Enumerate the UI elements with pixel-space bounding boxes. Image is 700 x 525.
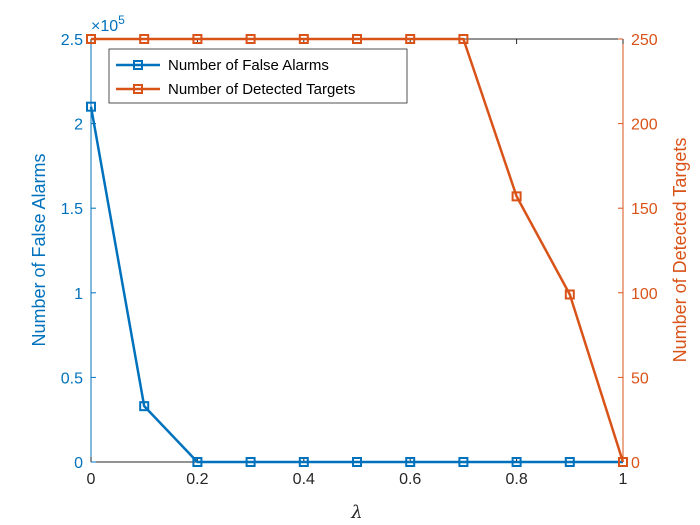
data-point-false-alarms: [511, 457, 522, 467]
series-line-detected-targets: [91, 37, 625, 463]
data-point-false-alarms: [564, 457, 575, 467]
legend-label-detected-targets: Number of Detected Targets: [168, 81, 355, 98]
legend-label-false-alarms: Number of False Alarms: [168, 57, 329, 74]
data-point-false-alarms: [245, 457, 256, 467]
legend-marker-false-alarms: [133, 60, 143, 70]
data-point-detected-targets: [139, 34, 150, 44]
y-right-tick-label: 200: [631, 117, 658, 134]
series-line-false-alarms: [89, 106, 623, 464]
data-point-false-alarms: [192, 457, 203, 467]
data-point-detected-targets: [458, 34, 469, 44]
y-right-axis-label: Number of Detected Targets: [670, 138, 690, 363]
y-left-tick-label: 2.5: [61, 32, 83, 49]
x-tick-label: 0.8: [505, 471, 527, 488]
data-point-detected-targets: [511, 191, 522, 202]
x-tick-label: 1: [619, 471, 628, 488]
y-right-tick-label: 150: [631, 201, 658, 218]
y-left-tick-label: 0.5: [61, 370, 83, 387]
data-point-detected-targets: [192, 34, 203, 44]
data-point-detected-targets: [618, 457, 628, 467]
x-axis-label: λ: [350, 502, 362, 523]
data-point-detected-targets: [405, 34, 416, 44]
data-point-false-alarms: [298, 457, 309, 467]
y-left-exponent-label: ×105: [91, 13, 125, 35]
y-left-tick-label: 1.5: [61, 201, 83, 218]
data-point-false-alarms: [405, 457, 416, 467]
x-tick-label: 0.2: [186, 471, 208, 488]
data-point-false-alarms: [139, 401, 150, 412]
x-tick-label: 0.6: [399, 471, 421, 488]
data-point-detected-targets: [352, 34, 362, 44]
y-right-tick-label: 100: [631, 286, 658, 303]
data-point-false-alarms: [86, 101, 96, 112]
y-left-tick-label: 0: [74, 455, 83, 472]
y-right-tick-label: 50: [631, 370, 649, 387]
data-point-detected-targets: [298, 34, 309, 44]
data-point-detected-targets: [86, 34, 96, 44]
y-left-axis-label: Number of False Alarms: [29, 153, 49, 346]
data-point-detected-targets: [564, 289, 575, 300]
x-tick-label: 0.4: [293, 471, 315, 488]
y-left-exponent-power: 5: [118, 13, 125, 27]
y-left-tick-label: 1: [74, 286, 83, 303]
data-point-false-alarms: [458, 457, 469, 467]
legend-marker-detected-targets: [133, 84, 143, 94]
legend: Number of False Alarms Number of Detecte…: [108, 48, 408, 104]
data-point-false-alarms: [352, 457, 362, 467]
y-right-tick-label: 0: [631, 455, 640, 472]
legend-box: [108, 48, 408, 104]
x-tick-label: 0: [87, 471, 96, 488]
y-right-tick-label: 250: [631, 32, 658, 49]
data-point-detected-targets: [245, 34, 256, 44]
y-left-tick-label: 2: [74, 117, 83, 134]
y-left-exponent-base: ×10: [91, 18, 118, 35]
series-layer: [86, 34, 628, 467]
plot-background: [91, 39, 623, 462]
